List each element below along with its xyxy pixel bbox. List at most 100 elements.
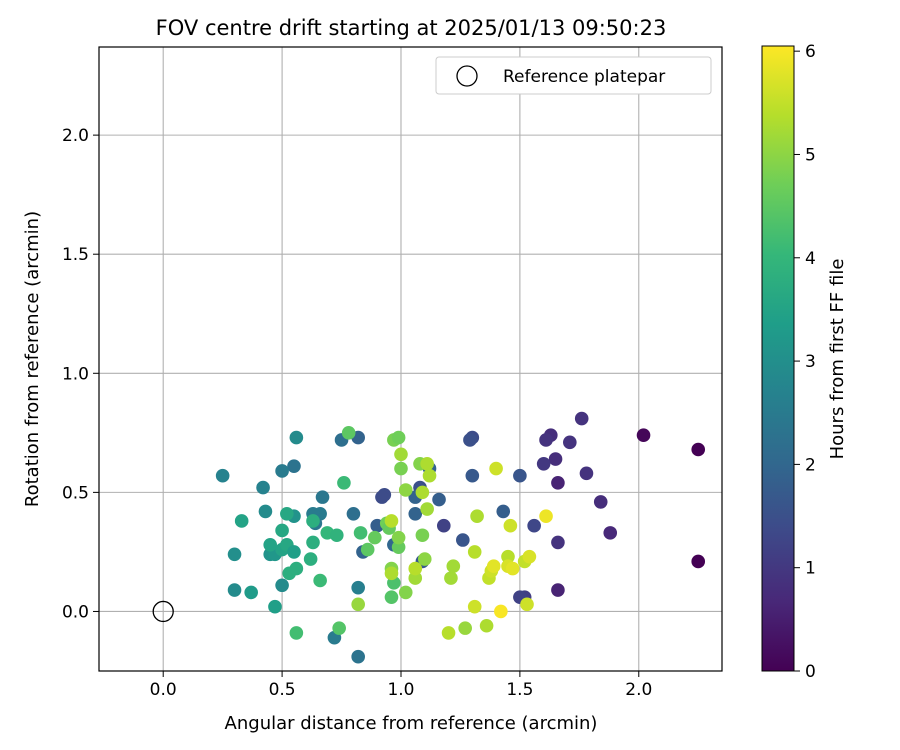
data-point (579, 466, 594, 481)
x-tick-label: 1.0 (387, 680, 414, 700)
data-point (539, 509, 553, 523)
x-tick-label: 0.5 (269, 680, 296, 700)
data-point (346, 507, 361, 521)
data-point (384, 514, 399, 528)
data-point (551, 535, 565, 550)
x-tick-label: 2.0 (625, 680, 652, 700)
colorbar-tick-label: 5 (805, 145, 816, 165)
data-point (360, 542, 375, 557)
data-point (337, 476, 351, 490)
data-point (463, 433, 477, 447)
data-point (486, 559, 501, 574)
data-point (513, 468, 527, 483)
data-point (436, 518, 451, 533)
data-point (384, 590, 399, 604)
colorbar-tick-label: 6 (805, 42, 816, 62)
data-point (496, 504, 511, 519)
y-tick-label: 0.5 (62, 483, 89, 503)
colorbar-tick-label: 3 (805, 352, 816, 372)
legend-box (435, 56, 712, 95)
data-point (351, 597, 365, 612)
colorbar-label: Hours from first FF file (827, 259, 848, 460)
plot-frame (98, 46, 723, 672)
data-point (368, 530, 382, 545)
data-point (520, 597, 534, 612)
data-point (329, 528, 344, 543)
data-point (691, 442, 706, 457)
colorbar-tick-label: 0 (805, 662, 816, 682)
data-point (258, 504, 273, 519)
y-tick-label: 0.0 (62, 602, 89, 622)
data-point (394, 461, 408, 476)
data-point (539, 433, 553, 447)
data-point (391, 430, 406, 445)
data-point (408, 561, 423, 576)
data-point (420, 502, 434, 516)
data-point (470, 509, 484, 523)
legend-entry-label: Reference platepar (503, 67, 665, 87)
data-point (275, 578, 289, 593)
colorbar-tick-label: 2 (805, 455, 816, 475)
data-point (263, 537, 278, 552)
data-point (234, 514, 249, 528)
data-point (275, 523, 289, 538)
data-point (394, 447, 408, 462)
data-point (306, 535, 320, 550)
data-point (268, 599, 282, 614)
x-tick-label: 1.5 (506, 680, 533, 700)
data-point (574, 411, 589, 426)
reference-platepar-point (152, 600, 174, 623)
data-point (527, 518, 541, 533)
x-axis-label: Angular distance from reference (arcmin) (225, 713, 598, 734)
data-point (315, 490, 330, 504)
data-point (244, 585, 258, 600)
data-point (351, 649, 365, 664)
colorbar-gradient (761, 45, 795, 672)
data-point (341, 426, 356, 440)
data-point (636, 428, 651, 443)
data-point (501, 549, 515, 564)
data-point (563, 435, 577, 450)
data-point (467, 545, 482, 559)
y-tick-label: 1.5 (62, 245, 89, 265)
legend: Reference platepar (435, 56, 712, 95)
data-point (458, 621, 472, 635)
data-point (289, 561, 304, 576)
data-point (420, 456, 434, 471)
legend-reference-marker (456, 65, 478, 87)
data-point (503, 518, 518, 533)
data-point (432, 492, 446, 507)
axis-ticks: 0.0 0.5 1.0 1.5 2.0 0.0 0.5 1.0 1.5 2.0 (62, 126, 652, 700)
data-point (391, 540, 406, 554)
data-point (505, 561, 520, 576)
data-point (287, 459, 301, 473)
data-point (353, 526, 368, 540)
data-point (408, 571, 423, 585)
data-point (536, 456, 551, 471)
data-point (256, 480, 270, 495)
data-point (422, 468, 437, 483)
data-point (215, 468, 230, 483)
y-tick-label: 2.0 (62, 126, 89, 146)
data-point (275, 464, 289, 478)
data-point (603, 526, 618, 540)
colorbar-tick-label: 4 (805, 249, 816, 269)
y-tick-label: 1.0 (62, 364, 89, 384)
data-point (415, 528, 430, 543)
data-point (289, 626, 304, 640)
data-point (408, 507, 423, 521)
data-point (289, 430, 304, 445)
data-point (444, 571, 458, 585)
data-point (456, 533, 470, 547)
data-point (280, 507, 294, 521)
colorbar-tick-label: 1 (805, 559, 816, 579)
data-point (391, 530, 406, 545)
data-point (415, 485, 430, 500)
data-point (479, 618, 494, 633)
colorbar-ticks: 0 1 2 3 4 5 6 (794, 42, 816, 682)
y-axis-label: Rotation from reference (arcmin) (22, 211, 43, 507)
data-point (691, 554, 706, 569)
data-point (306, 514, 320, 528)
colorbar: 0 1 2 3 4 5 6 Hours from first FF file (761, 42, 848, 682)
